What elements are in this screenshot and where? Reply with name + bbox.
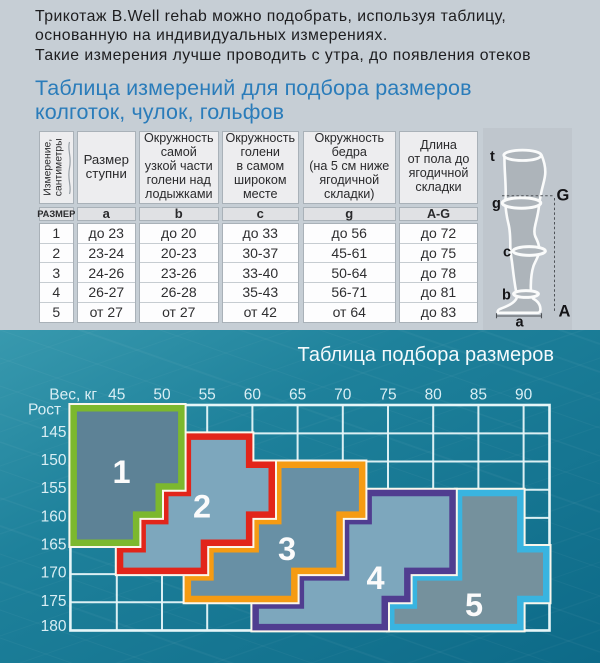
svg-text:155: 155 — [41, 480, 67, 497]
svg-text:a: a — [516, 315, 525, 331]
svg-text:Рост: Рост — [28, 402, 61, 419]
svg-text:G: G — [557, 187, 570, 205]
svg-text:4: 4 — [366, 560, 384, 596]
svg-text:175: 175 — [41, 593, 67, 610]
svg-text:180: 180 — [41, 618, 67, 635]
svg-text:A: A — [559, 303, 571, 321]
svg-text:b: b — [502, 288, 511, 304]
svg-text:3: 3 — [278, 531, 296, 567]
svg-text:55: 55 — [199, 387, 216, 404]
svg-text:50: 50 — [153, 387, 171, 404]
svg-text:60: 60 — [244, 387, 262, 404]
svg-text:Вес, кг: Вес, кг — [49, 387, 97, 404]
svg-text:c: c — [503, 245, 511, 261]
svg-text:Таблица подбора размеров: Таблица подбора размеров — [298, 344, 554, 366]
svg-text:1: 1 — [112, 454, 130, 490]
svg-text:5: 5 — [465, 587, 483, 623]
svg-text:90: 90 — [515, 387, 533, 404]
svg-text:45: 45 — [108, 387, 125, 404]
svg-text:70: 70 — [334, 387, 352, 404]
svg-text:170: 170 — [41, 565, 67, 582]
svg-text:150: 150 — [41, 452, 67, 469]
svg-text:85: 85 — [470, 387, 487, 404]
svg-text:g: g — [492, 196, 501, 212]
svg-text:65: 65 — [289, 387, 306, 404]
svg-text:80: 80 — [425, 387, 443, 404]
svg-text:145: 145 — [41, 424, 67, 441]
svg-text:75: 75 — [379, 387, 396, 404]
svg-text:t: t — [490, 149, 495, 165]
svg-text:160: 160 — [41, 508, 67, 525]
svg-text:2: 2 — [193, 489, 211, 525]
svg-text:165: 165 — [41, 537, 67, 554]
